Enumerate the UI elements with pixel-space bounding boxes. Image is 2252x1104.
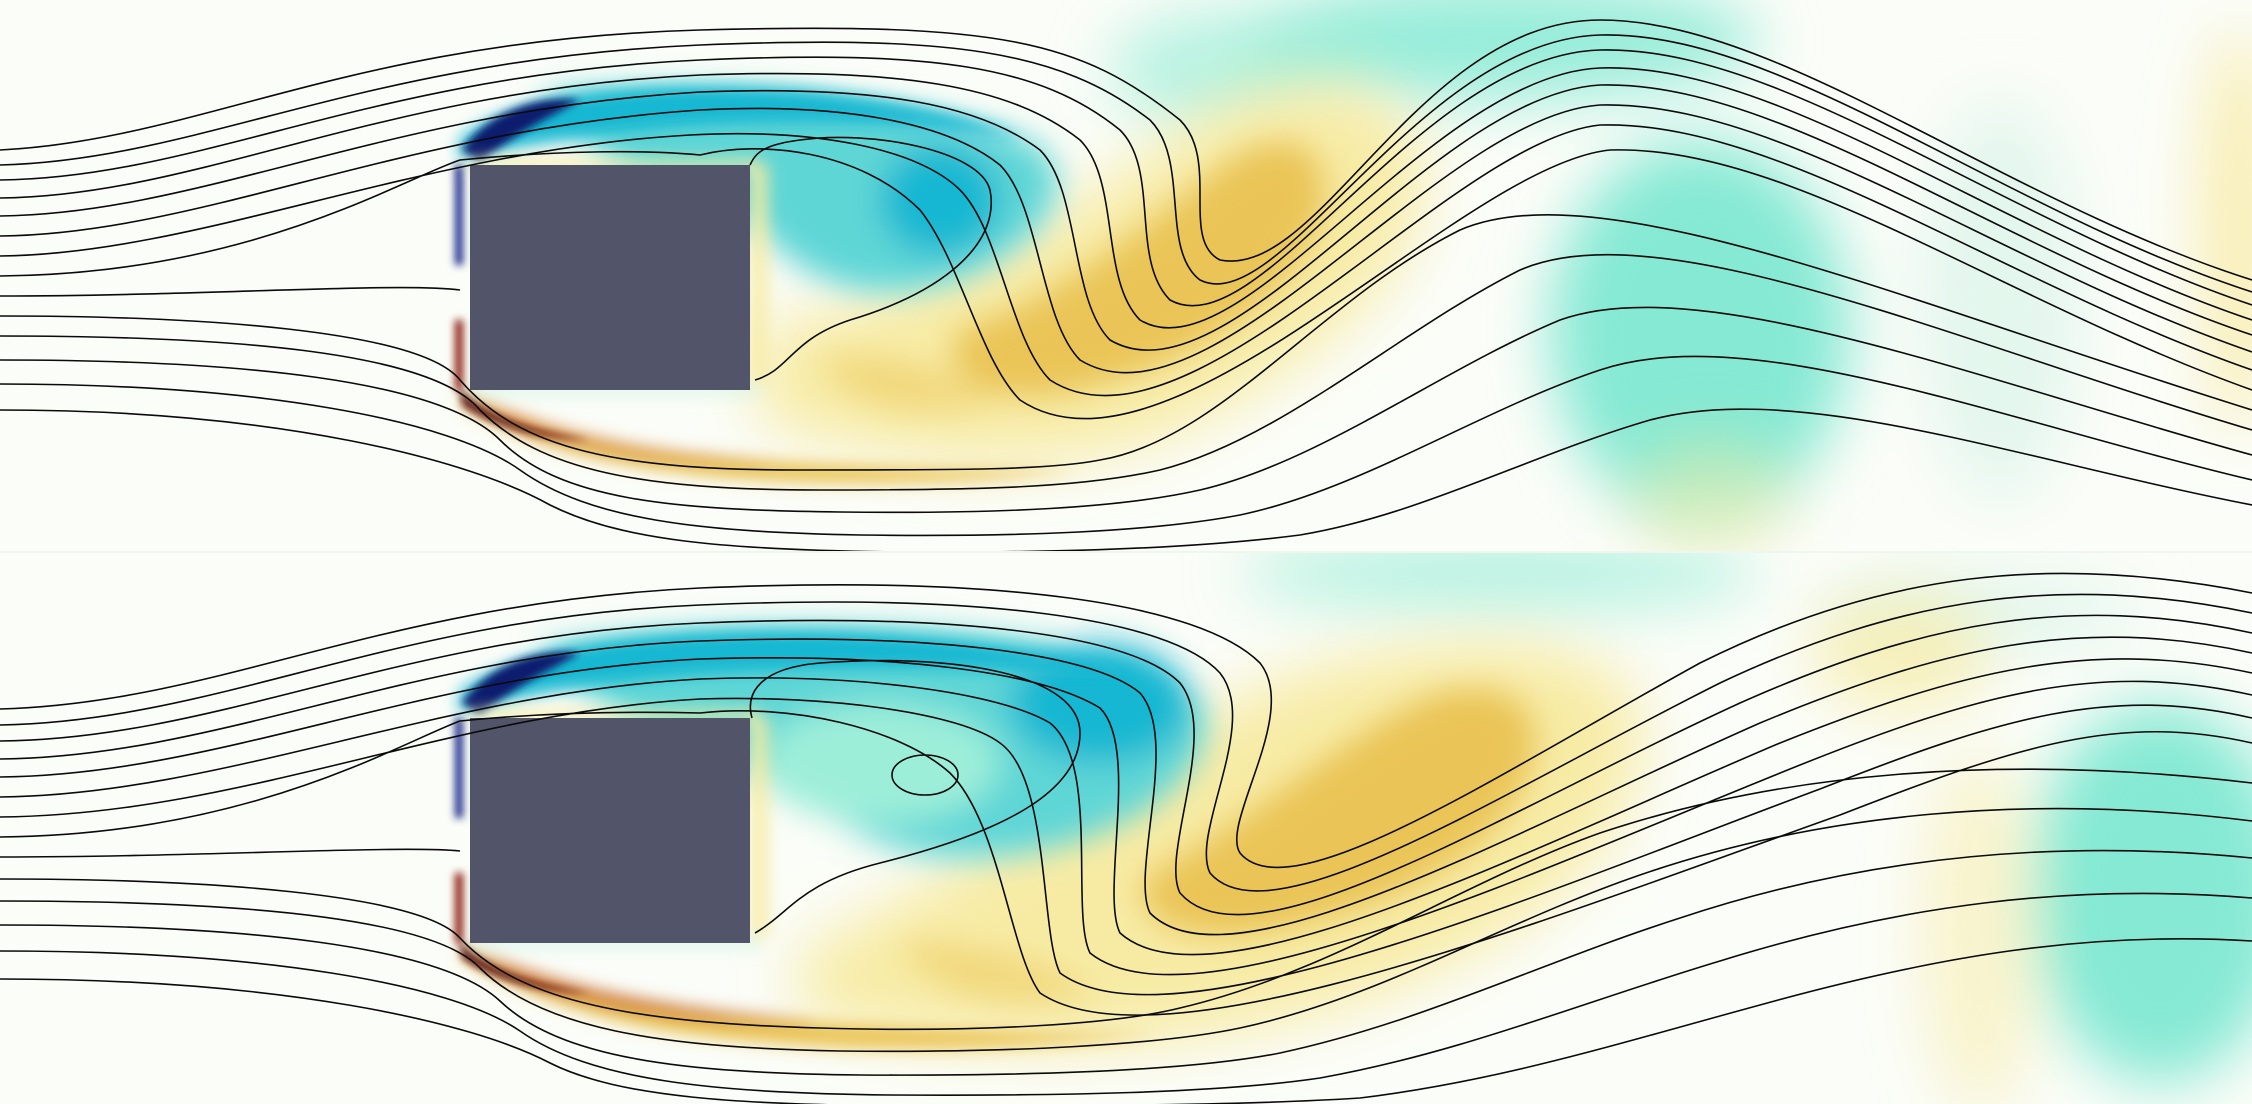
top-flow-panel xyxy=(0,0,2252,551)
negative-vorticity-recirculation xyxy=(540,89,1058,292)
top-flow-svg xyxy=(0,0,2252,551)
negative-vorticity-strong xyxy=(455,99,580,265)
positive-vorticity-wake-core xyxy=(900,688,1536,1001)
bottom-flow-panel xyxy=(0,553,2252,1104)
negative-vorticity-shear-layer xyxy=(460,86,1020,160)
square-obstacle xyxy=(470,718,750,943)
bottom-flow-svg xyxy=(0,553,2252,1104)
negative-vorticity-strong xyxy=(455,652,580,818)
positive-vorticity-light-far xyxy=(1810,593,2040,1104)
negative-vorticity-shear-layer xyxy=(460,630,1140,713)
panel-divider xyxy=(0,551,2252,553)
streamlines xyxy=(0,572,2252,1104)
streamlines xyxy=(0,19,2252,551)
positive-vorticity-wake-core xyxy=(820,142,1325,410)
square-obstacle xyxy=(470,165,750,390)
negative-vorticity-light-regions xyxy=(1110,0,2080,520)
